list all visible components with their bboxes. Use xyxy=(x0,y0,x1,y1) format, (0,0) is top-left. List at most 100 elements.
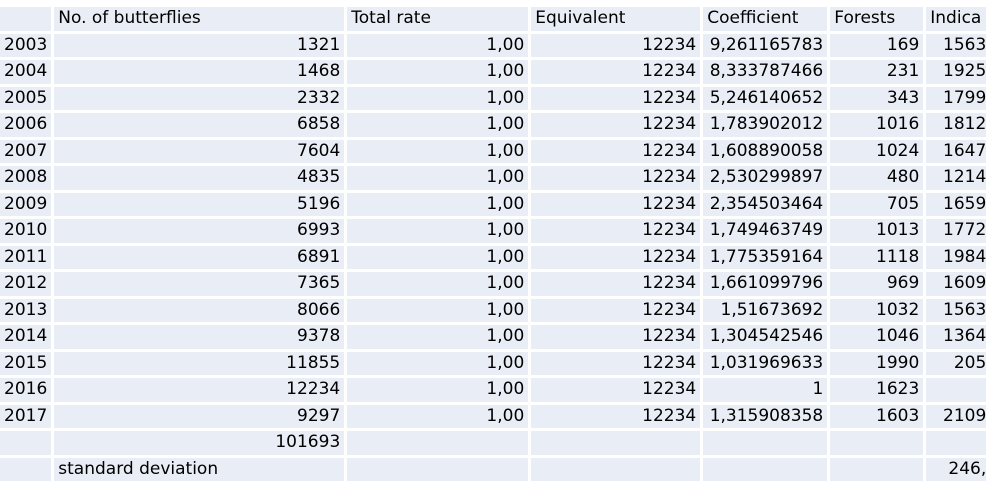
cell-year[interactable]: 2008 xyxy=(0,166,52,190)
cell-year[interactable]: 2003 xyxy=(0,33,52,57)
cell-indica[interactable]: Indica xyxy=(926,7,987,31)
cell-year[interactable]: 2006 xyxy=(0,113,52,137)
cell-coefficient[interactable]: 2,530299897 xyxy=(703,166,828,190)
cell-butterflies[interactable]: 2332 xyxy=(54,86,345,110)
cell-coefficient[interactable]: 2,354503464 xyxy=(703,192,828,216)
cell-forests[interactable]: 231 xyxy=(830,60,924,84)
cell-equivalent[interactable]: Equivalent xyxy=(531,7,701,31)
cell-indica[interactable]: 1647 xyxy=(926,139,987,163)
cell-equivalent[interactable]: 12234 xyxy=(531,139,701,163)
cell-coefficient[interactable]: 1,608890058 xyxy=(703,139,828,163)
cell-forests[interactable]: 1024 xyxy=(830,139,924,163)
cell-equivalent[interactable]: 12234 xyxy=(531,325,701,349)
cell-forests[interactable]: 169 xyxy=(830,33,924,57)
cell-equivalent[interactable]: 12234 xyxy=(531,60,701,84)
cell-year[interactable]: 2016 xyxy=(0,378,52,402)
cell-equivalent[interactable]: 12234 xyxy=(531,33,701,57)
cell-butterflies[interactable]: 9297 xyxy=(54,404,345,428)
cell-forests[interactable]: 343 xyxy=(830,86,924,110)
cell-forests[interactable]: 705 xyxy=(830,192,924,216)
cell-butterflies[interactable]: 9378 xyxy=(54,325,345,349)
cell-indica[interactable]: 2109 xyxy=(926,404,987,428)
cell-equivalent[interactable]: 12234 xyxy=(531,192,701,216)
cell-butterflies[interactable]: 6993 xyxy=(54,219,345,243)
cell-coefficient[interactable] xyxy=(703,431,828,455)
cell-equivalent[interactable]: 12234 xyxy=(531,351,701,375)
cell-forests[interactable]: 480 xyxy=(830,166,924,190)
cell-total-rate[interactable] xyxy=(347,457,529,481)
cell-butterflies[interactable]: 7365 xyxy=(54,272,345,296)
cell-butterflies[interactable]: standard deviation xyxy=(54,457,345,481)
cell-forests[interactable]: 1016 xyxy=(830,113,924,137)
cell-coefficient[interactable]: Coefficient xyxy=(703,7,828,31)
cell-coefficient[interactable]: 1,031969633 xyxy=(703,351,828,375)
cell-coefficient[interactable]: 1,749463749 xyxy=(703,219,828,243)
cell-equivalent[interactable]: 12234 xyxy=(531,166,701,190)
cell-total-rate[interactable]: 1,00 xyxy=(347,139,529,163)
cell-total-rate[interactable]: 1,00 xyxy=(347,298,529,322)
cell-butterflies[interactable]: 1468 xyxy=(54,60,345,84)
cell-year[interactable]: 2012 xyxy=(0,272,52,296)
cell-equivalent[interactable]: 12234 xyxy=(531,298,701,322)
cell-year[interactable]: 2005 xyxy=(0,86,52,110)
cell-equivalent[interactable]: 12234 xyxy=(531,245,701,269)
cell-butterflies[interactable]: 5196 xyxy=(54,192,345,216)
cell-forests[interactable]: Forests xyxy=(830,7,924,31)
cell-forests[interactable]: 1032 xyxy=(830,298,924,322)
cell-indica[interactable]: 1659 xyxy=(926,192,987,216)
cell-indica[interactable]: 1563 xyxy=(926,298,987,322)
cell-forests[interactable] xyxy=(830,431,924,455)
cell-year[interactable]: 2004 xyxy=(0,60,52,84)
cell-butterflies[interactable]: 101693 xyxy=(54,431,345,455)
cell-indica[interactable]: 1925 xyxy=(926,60,987,84)
cell-forests[interactable]: 969 xyxy=(830,272,924,296)
cell-coefficient[interactable]: 5,246140652 xyxy=(703,86,828,110)
cell-indica[interactable]: 1214 xyxy=(926,166,987,190)
cell-equivalent[interactable]: 12234 xyxy=(531,219,701,243)
cell-year[interactable]: 2014 xyxy=(0,325,52,349)
cell-total-rate[interactable]: 1,00 xyxy=(347,113,529,137)
cell-year[interactable] xyxy=(0,431,52,455)
cell-indica[interactable] xyxy=(926,431,987,455)
cell-butterflies[interactable]: 4835 xyxy=(54,166,345,190)
cell-coefficient[interactable]: 1,51673692 xyxy=(703,298,828,322)
cell-total-rate[interactable]: 1,00 xyxy=(347,33,529,57)
cell-total-rate[interactable]: 1,00 xyxy=(347,325,529,349)
cell-year[interactable]: 2011 xyxy=(0,245,52,269)
cell-total-rate[interactable]: 1,00 xyxy=(347,404,529,428)
cell-year[interactable] xyxy=(0,457,52,481)
cell-butterflies[interactable]: 11855 xyxy=(54,351,345,375)
cell-equivalent[interactable]: 12234 xyxy=(531,86,701,110)
cell-butterflies[interactable]: 12234 xyxy=(54,378,345,402)
cell-indica[interactable] xyxy=(926,378,987,402)
cell-year[interactable]: 2009 xyxy=(0,192,52,216)
cell-year[interactable]: 2013 xyxy=(0,298,52,322)
cell-coefficient[interactable] xyxy=(703,457,828,481)
cell-butterflies[interactable]: 8066 xyxy=(54,298,345,322)
cell-indica[interactable]: 1799 xyxy=(926,86,987,110)
cell-year[interactable]: 2015 xyxy=(0,351,52,375)
cell-forests[interactable]: 1623 xyxy=(830,378,924,402)
cell-forests[interactable]: 1603 xyxy=(830,404,924,428)
cell-equivalent[interactable]: 12234 xyxy=(531,404,701,428)
cell-butterflies[interactable]: 7604 xyxy=(54,139,345,163)
cell-total-rate[interactable]: 1,00 xyxy=(347,60,529,84)
cell-total-rate[interactable]: 1,00 xyxy=(347,245,529,269)
cell-year[interactable] xyxy=(0,7,52,31)
cell-total-rate[interactable]: Total rate xyxy=(347,7,529,31)
cell-coefficient[interactable]: 1,315908358 xyxy=(703,404,828,428)
cell-total-rate[interactable]: 1,00 xyxy=(347,272,529,296)
cell-coefficient[interactable]: 1,775359164 xyxy=(703,245,828,269)
cell-coefficient[interactable]: 1,304542546 xyxy=(703,325,828,349)
cell-indica[interactable]: 1364 xyxy=(926,325,987,349)
cell-equivalent[interactable]: 12234 xyxy=(531,378,701,402)
cell-coefficient[interactable]: 8,333787466 xyxy=(703,60,828,84)
cell-forests[interactable]: 1013 xyxy=(830,219,924,243)
cell-butterflies[interactable]: 6891 xyxy=(54,245,345,269)
cell-butterflies[interactable]: No. of butterflies xyxy=(54,7,345,31)
cell-indica[interactable]: 1772 xyxy=(926,219,987,243)
cell-equivalent[interactable] xyxy=(531,457,701,481)
cell-equivalent[interactable]: 12234 xyxy=(531,113,701,137)
cell-total-rate[interactable]: 1,00 xyxy=(347,219,529,243)
cell-indica[interactable]: 1609 xyxy=(926,272,987,296)
